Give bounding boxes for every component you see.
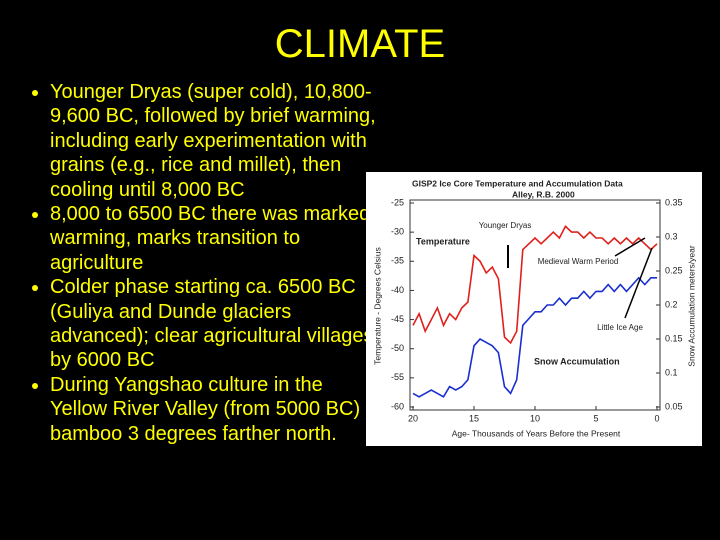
y-axis-label: Temperature - Degrees Celsius: [372, 247, 382, 365]
chart-subtitle: Alley, R.B. 2000: [512, 189, 575, 199]
y-tick-label: -50: [391, 343, 404, 353]
y-tick-label: -25: [391, 197, 404, 207]
annotation: Little Ice Age: [597, 323, 643, 332]
y2-axis-label: Snow Accumulation meters/year: [686, 245, 696, 367]
x-tick-label: 10: [530, 413, 540, 423]
chart-background: [366, 172, 702, 446]
y2-tick-label: 0.15: [665, 333, 683, 343]
y-tick-label: -45: [391, 314, 404, 324]
y-tick-label: -35: [391, 256, 404, 266]
bullet: Younger Dryas (super cold), 10,800-9,600…: [50, 80, 376, 202]
series-line: [412, 224, 658, 345]
x-axis-label: Age- Thousands of Years Before the Prese…: [452, 428, 621, 438]
series-label: Snow Accumulation: [534, 356, 620, 366]
annotation-arrow: [614, 237, 646, 257]
x-tick-label: 0: [654, 413, 659, 423]
bullet-list: Younger Dryas (super cold), 10,800-9,600…: [22, 80, 376, 446]
bullet: During Yangshao culture in the Yellow Ri…: [50, 373, 376, 446]
y-tick-label: -30: [391, 227, 404, 237]
x-tick-label: 5: [593, 413, 598, 423]
y2-tick-label: 0.2: [665, 299, 678, 309]
annotation: Younger Dryas: [479, 221, 532, 230]
y-tick-label: -40: [391, 285, 404, 295]
series-label: Temperature: [416, 236, 470, 246]
y-tick-label: -55: [391, 372, 404, 382]
y2-tick-label: 0.3: [665, 231, 678, 241]
annotation: Medieval Warm Period: [538, 257, 619, 266]
y2-tick-label: 0.05: [665, 401, 683, 411]
slide-title: CLIMATE: [274, 22, 446, 66]
annotation-arrow: [624, 247, 653, 319]
y2-tick-label: 0.35: [665, 197, 683, 207]
x-tick-label: 20: [408, 413, 418, 423]
chart-title: GISP2 Ice Core Temperature and Accumulat…: [412, 178, 623, 188]
bullet: Colder phase starting ca. 6500 BC (Guliy…: [50, 275, 376, 373]
y2-tick-label: 0.25: [665, 265, 683, 275]
y2-tick-label: 0.1: [665, 367, 678, 377]
series-line: [412, 276, 657, 398]
y-tick-label: -60: [391, 401, 404, 411]
x-tick-label: 15: [469, 413, 479, 423]
bullet: 8,000 to 6500 BC there was marked warmin…: [50, 202, 376, 275]
